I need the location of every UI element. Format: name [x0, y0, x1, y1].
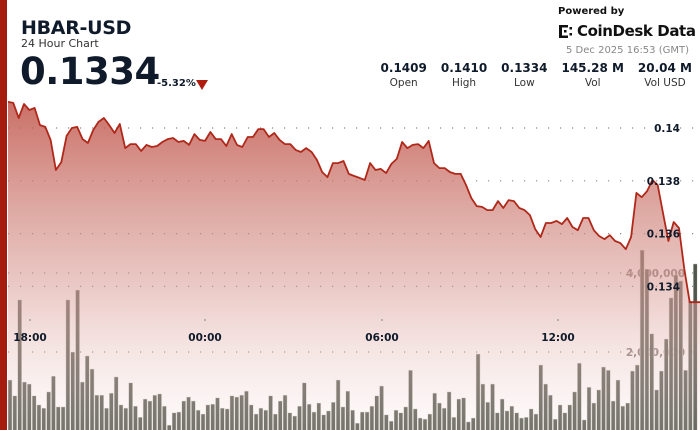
chart-subtitle: 24 Hour Chart — [21, 37, 99, 50]
stat-value: 20.04 M — [637, 61, 692, 75]
time-tick-mark — [204, 319, 206, 321]
price-axis: 0.14 0.138 0.136 0.134 — [647, 123, 680, 293]
stat-value: 0.1409 — [380, 61, 427, 75]
time-tick-mark — [381, 319, 383, 321]
price-tick-label: 0.14 — [654, 123, 680, 135]
price-change: -5.32% — [157, 78, 196, 89]
price-tick-label: 0.134 — [647, 281, 680, 293]
price-area-fill — [8, 101, 700, 430]
time-tick-label: 18:00 — [13, 332, 46, 344]
time-tick-mark — [29, 319, 31, 321]
stat-value: 0.1410 — [440, 61, 488, 75]
stat-label: High — [451, 77, 477, 89]
powered-by-label: Powered by — [558, 6, 625, 17]
stat-value: 145.28 M — [561, 61, 624, 75]
current-price: 0.1334 — [20, 50, 160, 93]
time-tick-label: 12:00 — [541, 332, 574, 344]
stat-label: Vol — [584, 77, 601, 89]
coindesk-data-logo: CoinDesk Data — [558, 22, 696, 40]
stat-label: Vol USD — [644, 77, 686, 89]
time-tick-label: 06:00 — [365, 332, 398, 344]
time-axis: 18:00 00:00 06:00 12:00 — [13, 319, 575, 344]
stat-vol: 145.28 M Vol — [561, 61, 623, 89]
accent-bar — [0, 0, 7, 430]
page-title: HBAR-USD — [21, 17, 132, 39]
down-arrow-icon — [196, 80, 208, 90]
stat-value: 0.1334 — [501, 61, 548, 75]
stat-open: 0.1409 Open — [381, 61, 427, 89]
time-tick-label: 00:00 — [188, 332, 221, 344]
time-tick-mark — [557, 319, 559, 321]
price-tick-label: 0.138 — [647, 176, 680, 188]
stat-label: Open — [389, 77, 418, 89]
stat-label: Low — [513, 77, 535, 89]
stat-high: 0.1410 High — [441, 61, 487, 89]
stats-row: 0.1409 Open 0.1410 High 0.1334 Low 145.28 M… — [367, 61, 692, 89]
price-line — [7, 101, 700, 304]
brand-name: CoinDesk Data — [577, 22, 696, 40]
stat-vol-usd: 20.04 M Vol USD — [638, 61, 692, 89]
timestamp: 5 Dec 2025 16:53 (GMT) — [566, 45, 689, 56]
price-tick-label: 0.136 — [647, 229, 680, 241]
stat-low: 0.1334 Low — [501, 61, 547, 89]
coindesk-logo-icon — [558, 24, 573, 39]
